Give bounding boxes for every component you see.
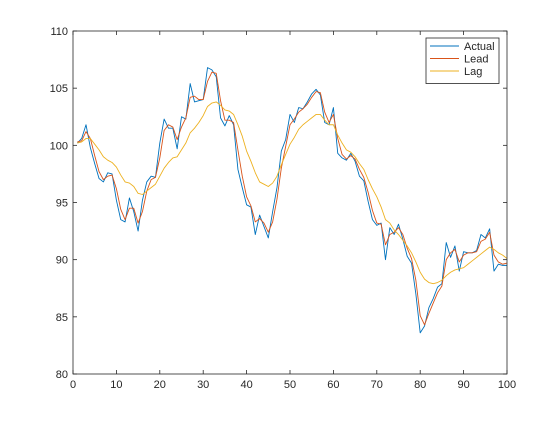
x-tick-label: 90 [457,379,469,391]
x-tick-label: 0 [70,379,76,391]
y-tick-label: 80 [56,369,68,381]
series-line-actual [77,67,507,334]
legend-label-actual: Actual [464,41,495,53]
x-tick-label: 10 [110,379,122,391]
series-layer [77,67,508,334]
legend-label-lag: Lag [464,66,482,78]
y-tick-label: 90 [56,255,68,267]
plot-area [73,31,507,374]
x-tick-label: 40 [240,379,252,391]
x-tick-label: 80 [414,379,426,391]
y-tick-label: 105 [50,83,68,95]
x-tick-label: 20 [154,379,166,391]
x-tick-label: 50 [284,379,296,391]
x-tick-label: 70 [371,379,383,391]
x-tick-label: 100 [498,379,516,391]
y-tick-label: 85 [56,312,68,324]
x-tick-label: 30 [197,379,209,391]
y-tick-label: 100 [50,140,68,152]
series-line-lag [77,101,508,285]
series-line-lead [77,71,508,326]
y-tick-label: 110 [50,26,68,38]
y-tick-label: 95 [56,198,68,210]
x-axis: 0 10 20 30 40 50 60 70 80 90 100 [70,31,516,391]
y-axis: 80 85 90 95 100 105 110 [50,26,507,381]
legend-label-lead: Lead [464,54,488,66]
x-tick-label: 60 [327,379,339,391]
